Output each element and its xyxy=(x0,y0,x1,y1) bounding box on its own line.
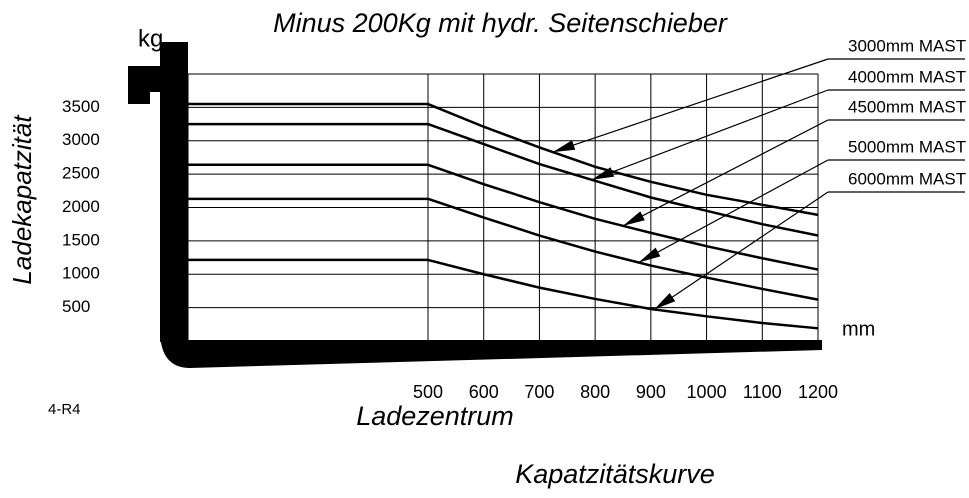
curve xyxy=(428,104,818,215)
legend-label: 3000mm MAST xyxy=(848,36,966,55)
legend-arrowhead xyxy=(623,211,645,226)
legend-leader xyxy=(592,90,828,180)
y-tick-label: 1500 xyxy=(62,230,100,249)
x-tick-label: 900 xyxy=(636,382,666,402)
legend-label: 4500mm MAST xyxy=(848,97,966,116)
x-unit: mm xyxy=(842,318,875,340)
curve xyxy=(428,260,818,328)
fork-silhouette xyxy=(128,42,822,368)
legend-arrowhead xyxy=(553,140,575,152)
chart: kg Minus 200Kg mit hydr. Seitenschieber … xyxy=(0,0,969,498)
chart-title: Minus 200Kg mit hydr. Seitenschieber xyxy=(273,8,728,38)
y-axis-label: Ladekapatzität xyxy=(7,114,37,285)
x-tick-label: 1000 xyxy=(687,382,727,402)
x-tick-label: 600 xyxy=(469,382,499,402)
note: 4-R4 xyxy=(48,401,81,418)
legend-arrowhead xyxy=(639,248,661,263)
x-tick-label: 500 xyxy=(413,382,443,402)
y-tick-label: 3500 xyxy=(62,97,100,116)
y-unit: kg xyxy=(138,25,163,52)
y-tick-label: 1000 xyxy=(62,264,100,283)
legend-arrowhead xyxy=(654,293,675,309)
legend-label: 5000mm MAST xyxy=(848,137,966,156)
legend-label: 6000mm MAST xyxy=(848,169,966,188)
y-tick-label: 2500 xyxy=(62,164,100,183)
x-tick-label: 700 xyxy=(524,382,554,402)
legend-leader xyxy=(654,192,828,309)
x-axis-label: Ladezentrum xyxy=(356,401,514,431)
caption: Kapatzitätskurve xyxy=(515,459,715,489)
x-tick-label: 1200 xyxy=(798,382,838,402)
y-tick-label: 2000 xyxy=(62,197,100,216)
legend-label: 4000mm MAST xyxy=(848,67,966,86)
x-tick-label: 800 xyxy=(580,382,610,402)
x-tick-label: 1100 xyxy=(743,382,782,402)
y-tick-label: 3000 xyxy=(62,130,100,149)
curve xyxy=(428,199,818,300)
y-tick-label: 500 xyxy=(62,297,90,316)
